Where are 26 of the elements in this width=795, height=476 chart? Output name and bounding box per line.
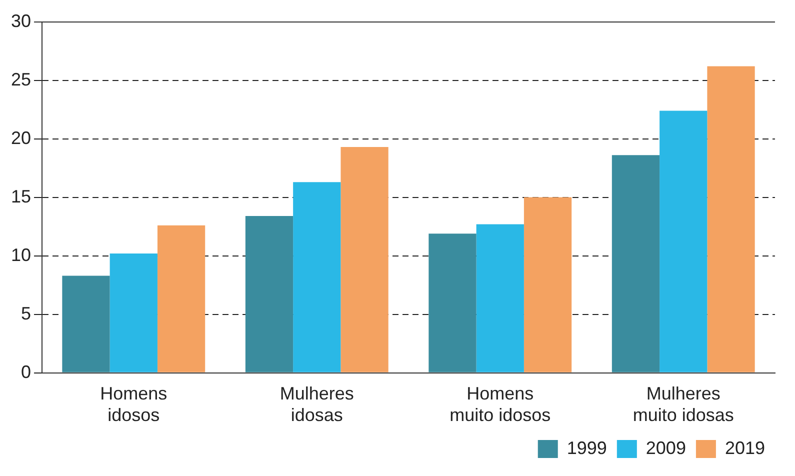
bar: [428, 234, 476, 372]
x-tick-label: Homens idosos: [100, 384, 168, 426]
bar: [476, 224, 524, 372]
x-tick-label: Mulheres idosas: [280, 384, 354, 426]
bar: [612, 155, 660, 372]
bar: [110, 253, 158, 372]
legend-label: 2019: [724, 438, 766, 458]
bar: [340, 146, 388, 372]
bar: [157, 225, 206, 372]
y-tick-label: 15: [10, 186, 32, 206]
bar: [62, 276, 110, 372]
y-tick-label: 30: [10, 10, 32, 31]
y-tick-label: 5: [21, 303, 32, 324]
bar: [707, 66, 755, 372]
bar: [293, 182, 341, 372]
bar: [660, 110, 708, 372]
x-tick-label: Mulheres muito idosas: [632, 384, 734, 426]
x-tick-label: Homens muito idosos: [450, 384, 551, 426]
y-tick-label: 25: [10, 69, 32, 90]
legend-label: 1999: [566, 438, 607, 458]
bar: [524, 197, 572, 372]
bar: [245, 216, 294, 372]
y-tick-label: 0: [21, 362, 32, 382]
y-tick-label: 20: [10, 128, 32, 148]
legend-label: 2009: [646, 438, 686, 458]
y-tick-label: 10: [10, 244, 32, 265]
